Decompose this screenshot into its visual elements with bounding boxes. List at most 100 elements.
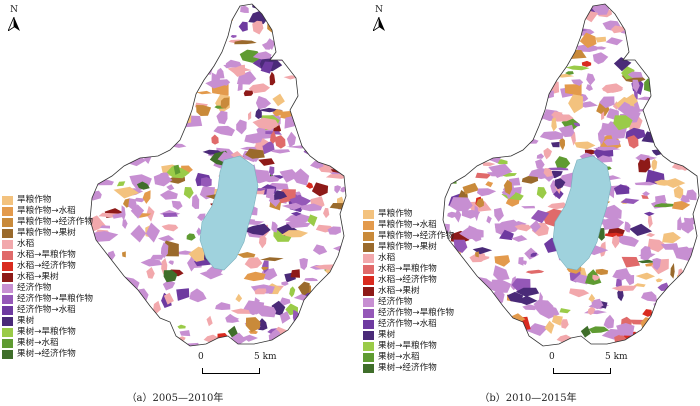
legend-label: 旱粮作物→经济作物 (17, 217, 93, 227)
land-parcel (279, 169, 299, 183)
land-parcel (134, 57, 141, 64)
legend-label: 水稻→果树 (17, 272, 59, 282)
land-parcel (303, 62, 313, 70)
land-parcel (102, 81, 109, 87)
land-parcel (90, 101, 105, 115)
legend-swatch (2, 262, 13, 271)
land-parcel (308, 102, 315, 115)
land-parcel (660, 178, 686, 188)
land-parcel (665, 102, 679, 114)
land-parcel (680, 161, 692, 165)
land-parcel (153, 300, 162, 314)
land-parcel (661, 338, 668, 346)
land-parcel (173, 164, 181, 175)
land-parcel (462, 182, 479, 195)
legend-swatch (363, 265, 374, 274)
land-parcel (521, 260, 527, 265)
land-parcel (482, 21, 498, 35)
land-parcel (326, 31, 334, 44)
legend-label: 水稻→果树 (378, 286, 420, 296)
land-parcel (571, 79, 584, 86)
land-parcel (165, 112, 179, 124)
land-parcel (334, 68, 346, 76)
land-parcel (90, 215, 106, 232)
land-parcel (103, 48, 121, 52)
land-parcel (652, 258, 661, 271)
land-parcel (163, 270, 178, 283)
land-parcel (325, 57, 346, 64)
land-parcel (647, 214, 653, 229)
land-parcel (524, 247, 539, 260)
land-parcel (678, 57, 699, 64)
land-parcel (281, 202, 304, 210)
land-parcel (680, 282, 697, 290)
land-parcel (334, 185, 342, 194)
land-parcel (119, 19, 132, 36)
land-parcel (671, 142, 691, 160)
land-parcel (668, 4, 683, 13)
land-parcel (287, 339, 311, 346)
land-parcel (309, 106, 328, 124)
land-parcel (478, 140, 494, 148)
land-parcel (454, 207, 462, 223)
land-parcel (317, 309, 326, 324)
land-parcel (337, 23, 346, 31)
land-parcel (97, 117, 105, 125)
land-parcel (161, 54, 170, 61)
land-parcel (116, 181, 126, 187)
legend-item: 水稻→果树 (363, 286, 498, 297)
map-legend: 旱粮作物 旱粮作物→水稻 旱粮作物→经济作物 旱粮作物→果树 水稻 水稻→旱粮作物 水稻→经… (2, 195, 137, 360)
land-parcel (648, 52, 669, 57)
land-parcel (494, 4, 518, 14)
land-parcel (689, 302, 699, 314)
land-parcel (535, 23, 558, 33)
land-parcel (245, 317, 261, 333)
land-parcel (551, 315, 563, 326)
land-parcel (503, 62, 520, 80)
land-parcel (642, 309, 653, 317)
land-parcel (671, 300, 681, 312)
land-parcel (681, 295, 699, 304)
land-parcel (541, 62, 561, 69)
land-parcel (660, 4, 680, 10)
land-parcel (310, 114, 326, 118)
land-parcel (530, 209, 550, 224)
land-parcel (258, 158, 275, 166)
land-parcel (202, 61, 213, 75)
legend-label: 旱粮作物→果树 (17, 228, 76, 238)
land-parcel (200, 177, 212, 188)
land-parcel (216, 110, 228, 125)
land-parcel (294, 191, 302, 196)
land-parcel (535, 159, 545, 170)
land-parcel (521, 176, 539, 184)
land-parcel (281, 11, 291, 22)
legend-item: 果树→水稻 (363, 352, 498, 363)
land-parcel (573, 122, 581, 127)
land-parcel (573, 101, 598, 108)
land-parcel (492, 106, 511, 111)
scale-max-label: 5 km (605, 352, 628, 362)
land-parcel (139, 106, 158, 111)
land-parcel (443, 139, 454, 159)
land-parcel (559, 308, 571, 314)
legend-item: 经济作物→水稻 (363, 319, 498, 330)
legend-label: 旱粮作物→果树 (378, 242, 437, 252)
land-parcel (670, 50, 681, 57)
land-parcel (193, 64, 205, 68)
land-parcel (472, 88, 495, 94)
land-parcel (118, 135, 140, 150)
land-parcel (336, 302, 346, 314)
legend-item: 旱粮作物 (363, 209, 498, 220)
legend-label: 水稻→旱粮作物 (378, 264, 437, 274)
land-parcel (536, 25, 553, 33)
land-parcel (635, 272, 656, 280)
land-parcel (519, 116, 527, 131)
land-parcel (116, 52, 130, 60)
land-parcel (130, 20, 144, 30)
land-parcel (287, 22, 307, 28)
land-parcel (452, 46, 466, 52)
land-parcel (162, 212, 178, 217)
land-parcel (662, 42, 676, 50)
land-parcel (308, 50, 316, 59)
legend-item: 旱粮作物→经济作物 (363, 231, 498, 242)
